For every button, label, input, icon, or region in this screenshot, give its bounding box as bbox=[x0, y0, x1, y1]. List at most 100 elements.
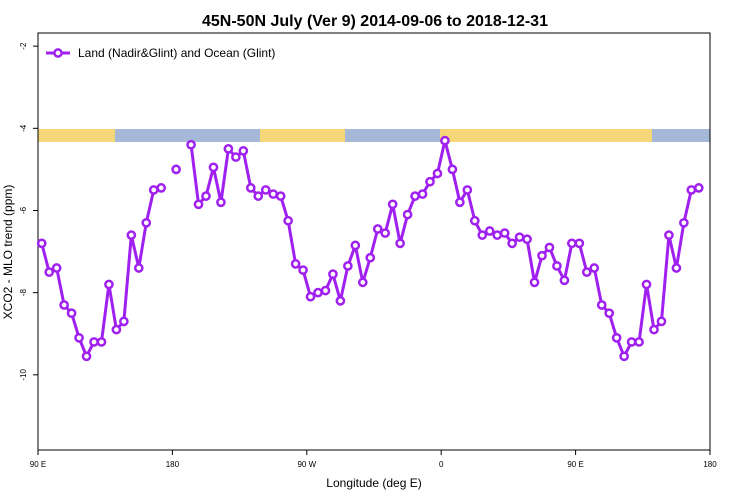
data-point bbox=[507, 238, 517, 249]
x-axis-label: Longitude (deg E) bbox=[326, 476, 421, 490]
chart-title: 45N-50N July (Ver 9) 2014-09-06 to 2018-… bbox=[202, 13, 548, 30]
y-tick-label: -6 bbox=[19, 206, 28, 214]
data-point bbox=[320, 285, 331, 296]
data-point bbox=[357, 277, 368, 288]
data-point bbox=[133, 263, 144, 273]
data-point bbox=[664, 230, 674, 240]
data-point bbox=[492, 230, 503, 240]
data-point bbox=[335, 296, 346, 306]
y-tick-label: -8 bbox=[19, 289, 28, 297]
data-point bbox=[365, 252, 376, 263]
data-point bbox=[455, 197, 465, 208]
data-point bbox=[253, 191, 264, 201]
x-tick-label: 90 E bbox=[30, 460, 46, 469]
data-point bbox=[559, 275, 570, 286]
data-point bbox=[231, 152, 241, 162]
data-point bbox=[171, 164, 181, 175]
data-point bbox=[96, 337, 107, 347]
y-tick-label: -2 bbox=[19, 42, 28, 50]
ocean-band bbox=[345, 129, 440, 142]
legend-marker bbox=[53, 48, 63, 58]
data-point bbox=[350, 240, 361, 251]
data-point bbox=[529, 277, 540, 288]
data-point bbox=[59, 300, 69, 310]
data-point bbox=[686, 185, 697, 195]
data-point bbox=[148, 185, 159, 195]
data-point bbox=[425, 176, 435, 187]
data-point bbox=[611, 332, 622, 343]
data-point bbox=[544, 242, 555, 253]
data-point bbox=[410, 191, 420, 201]
ocean-band bbox=[652, 129, 710, 142]
data-point bbox=[656, 316, 667, 327]
data-point bbox=[283, 215, 293, 226]
x-tick-label: 0 bbox=[439, 460, 444, 469]
data-point bbox=[111, 324, 122, 335]
data-point bbox=[66, 308, 77, 319]
data-point bbox=[641, 279, 652, 290]
data-point bbox=[328, 269, 338, 280]
data-point bbox=[290, 259, 301, 269]
data-point bbox=[313, 287, 323, 298]
data-point bbox=[141, 217, 152, 228]
data-point bbox=[268, 189, 279, 199]
data-point bbox=[589, 263, 600, 273]
data-point bbox=[119, 316, 129, 327]
data-point bbox=[89, 337, 99, 347]
data-point bbox=[537, 250, 547, 261]
data-point bbox=[81, 351, 92, 362]
data-point bbox=[51, 263, 62, 273]
series-line bbox=[40, 139, 700, 358]
data-point bbox=[260, 185, 271, 195]
data-point bbox=[275, 191, 286, 201]
data-point bbox=[693, 183, 704, 193]
data-point bbox=[626, 337, 637, 347]
data-point bbox=[126, 230, 137, 240]
data-point bbox=[447, 164, 458, 175]
data-point bbox=[499, 228, 510, 238]
data-point bbox=[462, 185, 473, 195]
data-point bbox=[156, 183, 167, 193]
data-point bbox=[679, 217, 689, 228]
data-point bbox=[514, 232, 525, 243]
data-point bbox=[619, 351, 629, 362]
y-axis-label: XCO2 - MLO trend (ppm) bbox=[1, 185, 15, 320]
data-point bbox=[387, 199, 398, 210]
map-strip bbox=[38, 129, 710, 142]
data-point bbox=[186, 139, 196, 150]
data-point bbox=[208, 162, 219, 173]
x-tick-label: 180 bbox=[166, 460, 180, 469]
data-point bbox=[216, 197, 226, 208]
data-point bbox=[581, 267, 592, 277]
data-point bbox=[604, 308, 615, 319]
data-point bbox=[193, 199, 204, 210]
y-tick-label: -10 bbox=[19, 368, 28, 380]
data-point bbox=[574, 238, 585, 249]
data-point bbox=[395, 238, 405, 249]
data-point bbox=[305, 291, 316, 302]
data-point bbox=[201, 191, 211, 201]
data-point bbox=[567, 238, 577, 249]
data-point bbox=[44, 267, 55, 277]
data-point bbox=[522, 234, 532, 245]
x-tick-label: 180 bbox=[703, 460, 717, 469]
legend-label: Land (Nadir&Glint) and Ocean (Glint) bbox=[78, 46, 275, 60]
data-point bbox=[104, 279, 114, 290]
data-point bbox=[596, 300, 607, 310]
ocean-band bbox=[115, 129, 260, 142]
data-point bbox=[74, 332, 84, 343]
data-point bbox=[484, 226, 495, 236]
y-tick-label: -4 bbox=[19, 124, 28, 132]
data-point bbox=[469, 215, 480, 226]
x-tick-label: 90 W bbox=[297, 460, 316, 469]
data-point bbox=[402, 209, 413, 220]
data-point bbox=[477, 230, 488, 240]
data-point bbox=[245, 183, 256, 193]
data-point bbox=[417, 189, 428, 199]
data-point bbox=[372, 224, 383, 234]
data-point bbox=[552, 261, 562, 271]
data-point bbox=[634, 337, 644, 347]
data-point bbox=[671, 263, 682, 273]
data-point bbox=[343, 261, 353, 271]
